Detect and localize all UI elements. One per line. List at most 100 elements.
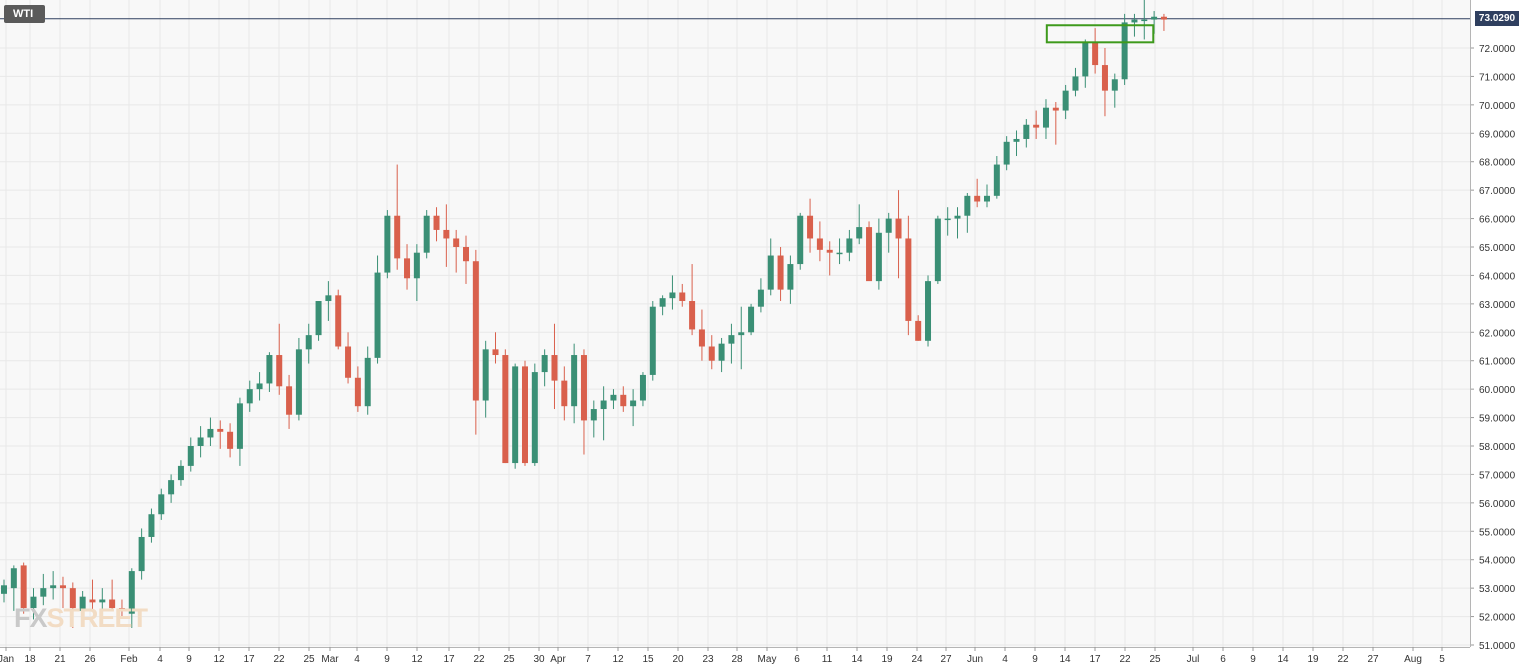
y-tick-label: 54.0000 (1479, 556, 1516, 567)
candle-bullish (295, 337, 302, 421)
candle-bearish (1092, 28, 1099, 74)
candle-body (1141, 19, 1148, 22)
candle-bullish (590, 400, 597, 438)
candle-body (89, 599, 96, 603)
candle-body (748, 306, 755, 333)
candle-body (128, 571, 135, 614)
candle-body (1013, 138, 1020, 142)
y-tick-label: 56.0000 (1479, 499, 1516, 510)
y-tick-label: 51.0000 (1479, 641, 1516, 652)
candle-body (984, 195, 990, 202)
x-tick-label: 27 (940, 654, 952, 665)
candle-body (895, 218, 902, 239)
candle-body (433, 215, 440, 230)
candle-bearish (118, 599, 125, 617)
candle-bearish (217, 420, 224, 449)
candle-body (502, 355, 509, 464)
candle-bullish (531, 363, 538, 466)
y-tick-label: 58.0000 (1479, 442, 1516, 453)
candle-body (364, 357, 371, 407)
candle-bearish (20, 562, 27, 614)
candle-body (1160, 16, 1167, 20)
x-tick-label: 4 (354, 654, 360, 665)
highlight-zone-box (1045, 24, 1155, 44)
candle-bullish (718, 337, 725, 373)
candle-bullish (600, 386, 607, 441)
candle-body (305, 335, 312, 350)
candle-body (718, 343, 725, 361)
current-price-tag: 73.0290 (1475, 11, 1519, 26)
candle-bearish (502, 349, 509, 464)
watermark-prefix: FX (14, 603, 48, 633)
x-tick-label: 25 (303, 654, 315, 665)
plot-background (0, 0, 1470, 647)
candle-bearish (826, 241, 833, 276)
candle-bullish (925, 275, 932, 347)
y-tick-label: 69.0000 (1479, 129, 1516, 140)
x-tick-label: Feb (120, 654, 138, 665)
highlight-zone (1045, 24, 1155, 44)
x-tick-label: 14 (1059, 654, 1071, 665)
x-tick-label: 9 (1032, 654, 1038, 665)
candle-body (187, 446, 194, 466)
candle-body (807, 215, 814, 239)
candle-body (99, 599, 106, 603)
y-tick-label: 62.0000 (1479, 328, 1516, 339)
candle-bullish (40, 573, 47, 606)
y-tick-label: 57.0000 (1479, 470, 1516, 481)
candle-body (1111, 79, 1118, 91)
x-tick-label: 15 (642, 654, 654, 665)
candle-bullish (875, 218, 882, 290)
candle-bearish (443, 204, 450, 267)
candle-body (728, 335, 735, 344)
candle-body (138, 536, 145, 572)
candle-body (148, 514, 155, 537)
x-tick-label: 20 (672, 654, 684, 665)
candle-bullish (1062, 84, 1069, 120)
y-tick-label: 70.0000 (1479, 101, 1516, 112)
candle-body (708, 346, 715, 361)
candle-bearish (807, 198, 814, 253)
candle-bullish (423, 210, 430, 259)
x-tick-label: 18 (24, 654, 36, 665)
candle-body (905, 238, 912, 321)
y-tick-label: 59.0000 (1479, 414, 1516, 425)
x-tick-label: 9 (1250, 654, 1256, 665)
candle-body (826, 249, 833, 253)
candle-body (767, 255, 774, 290)
candle-body (1, 585, 7, 594)
candle-body (59, 585, 66, 589)
candle-bullish (256, 372, 263, 401)
x-tick-label: 27 (1367, 654, 1379, 665)
candle-bearish (1160, 13, 1167, 31)
candles (1, 0, 1167, 628)
candle-body (1052, 107, 1059, 111)
x-tick-label: 11 (822, 654, 833, 665)
x-tick-label: 14 (851, 654, 863, 665)
candle-bearish (974, 178, 981, 208)
candle-body (580, 355, 587, 421)
candle-body (777, 255, 784, 290)
candle-bullish (128, 568, 135, 628)
x-tick-label: Apr (550, 654, 566, 665)
candle-bearish (1101, 48, 1108, 117)
candle-body (50, 585, 57, 589)
candle-bullish (207, 417, 214, 446)
candle-body (816, 238, 823, 250)
candle-bearish (915, 315, 922, 341)
candle-body (168, 480, 175, 495)
x-tick-label: 22 (1337, 654, 1349, 665)
candle-body (600, 400, 607, 410)
y-tick-label: 67.0000 (1479, 186, 1516, 197)
candle-bullish (748, 303, 755, 336)
candle-body (492, 349, 499, 356)
candle-body (1023, 124, 1030, 139)
candle-bearish (492, 332, 499, 364)
x-tick-label: 17 (243, 654, 255, 665)
candle-bullish (50, 571, 57, 600)
fxstreet-watermark: FXSTREET (14, 603, 148, 633)
candle-body (689, 301, 696, 330)
candle-bearish (1052, 102, 1059, 145)
